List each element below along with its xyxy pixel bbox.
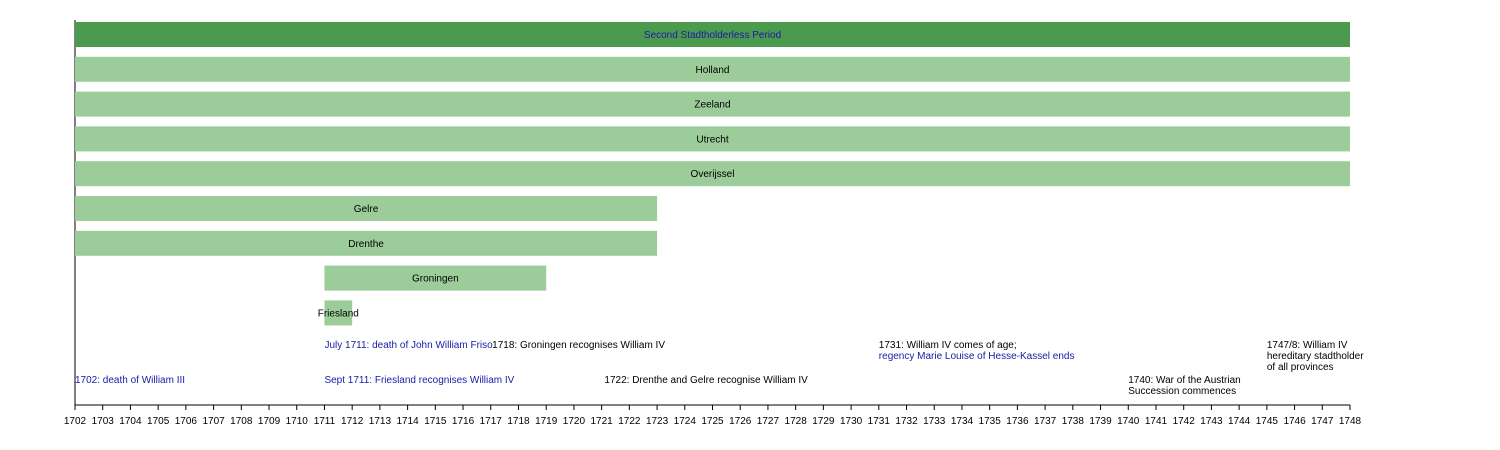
timeline-bar	[75, 22, 1350, 47]
event-label: regency Marie Louise of Hesse-Kassel end…	[879, 351, 1075, 362]
bar-label: Groningen	[412, 274, 459, 285]
x-tick-label: 1739	[1089, 416, 1112, 427]
x-tick-label: 1704	[119, 416, 142, 427]
event-label: 1740: War of the Austrian	[1128, 375, 1240, 386]
x-tick-label: 1732	[895, 416, 918, 427]
event-label: 1731: William IV comes of age;	[879, 340, 1017, 351]
timeline-bar	[75, 126, 1350, 152]
x-tick-label: 1744	[1228, 416, 1251, 427]
event-label: 1722: Drenthe and Gelre recognise Willia…	[604, 375, 808, 386]
x-tick-label: 1723	[646, 416, 669, 427]
x-tick-label: 1740	[1117, 416, 1140, 427]
x-tick-label: 1726	[729, 416, 752, 427]
x-tick-label: 1705	[147, 416, 170, 427]
x-tick-label: 1721	[591, 416, 614, 427]
x-tick-label: 1730	[840, 416, 863, 427]
x-tick-label: 1707	[202, 416, 225, 427]
x-tick-label: 1737	[1034, 416, 1057, 427]
x-tick-label: 1717	[480, 416, 503, 427]
bar-label: Utrecht	[696, 134, 728, 145]
event-label: 1702: death of William III	[75, 375, 185, 386]
x-tick-label: 1715	[424, 416, 447, 427]
x-tick-label: 1728	[785, 416, 808, 427]
x-tick-label: 1716	[452, 416, 475, 427]
event-label: July 1711: death of John William Friso	[324, 340, 493, 351]
timeline-bar	[75, 56, 1350, 82]
x-tick-label: 1706	[175, 416, 198, 427]
x-tick-label: 1738	[1062, 416, 1085, 427]
timeline-bar	[75, 196, 658, 221]
x-tick-label: 1718	[507, 416, 530, 427]
event-label: hereditary stadtholder	[1267, 351, 1364, 362]
x-tick-label: 1725	[701, 416, 724, 427]
x-tick-label: 1736	[1006, 416, 1029, 427]
x-tick-label: 1711	[314, 416, 336, 427]
x-tick-label: 1748	[1339, 416, 1362, 427]
event-label: Sept 1711: Friesland recognises William …	[324, 375, 514, 386]
x-tick-label: 1733	[923, 416, 946, 427]
timeline-bar	[75, 91, 1350, 117]
timeline-bar	[324, 265, 547, 291]
x-tick-label: 1722	[618, 416, 641, 427]
x-tick-label: 1703	[92, 416, 115, 427]
event-label: 1718: Groningen recognises William IV	[492, 340, 665, 351]
x-tick-label: 1702	[64, 416, 87, 427]
x-tick-label: 1735	[979, 416, 1002, 427]
x-tick-label: 1747	[1311, 416, 1334, 427]
x-tick-label: 1708	[230, 416, 253, 427]
x-tick-label: 1743	[1200, 416, 1223, 427]
x-tick-label: 1714	[396, 416, 419, 427]
x-tick-label: 1742	[1173, 416, 1196, 427]
x-tick-label: 1729	[812, 416, 835, 427]
x-tick-label: 1710	[286, 416, 309, 427]
x-tick-label: 1713	[369, 416, 392, 427]
event-label: Succession commences	[1128, 386, 1236, 397]
x-tick-label: 1734	[951, 416, 974, 427]
x-tick-label: 1741	[1145, 416, 1168, 427]
bar-label: Zeeland	[694, 100, 730, 111]
bar-label: Friesland	[318, 308, 359, 319]
bar-label: Holland	[696, 65, 730, 76]
bar-label: Second Stadtholderless Period	[644, 30, 781, 41]
x-tick-label: 1731	[868, 416, 891, 427]
event-label: 1747/8: William IV	[1267, 340, 1348, 351]
x-tick-label: 1712	[341, 416, 364, 427]
x-tick-label: 1709	[258, 416, 281, 427]
timeline-bar	[75, 161, 1350, 187]
x-tick-label: 1745	[1256, 416, 1279, 427]
timeline-bar	[324, 300, 353, 326]
event-label: of all provinces	[1267, 362, 1334, 373]
x-tick-label: 1719	[535, 416, 558, 427]
bar-label: Drenthe	[348, 239, 384, 250]
x-tick-label: 1720	[563, 416, 586, 427]
x-tick-label: 1724	[674, 416, 697, 427]
bar-label: Overijssel	[691, 169, 735, 180]
x-tick-label: 1746	[1283, 416, 1306, 427]
x-tick-label: 1727	[757, 416, 780, 427]
timeline-bar	[75, 230, 658, 256]
bar-label: Gelre	[354, 204, 379, 215]
